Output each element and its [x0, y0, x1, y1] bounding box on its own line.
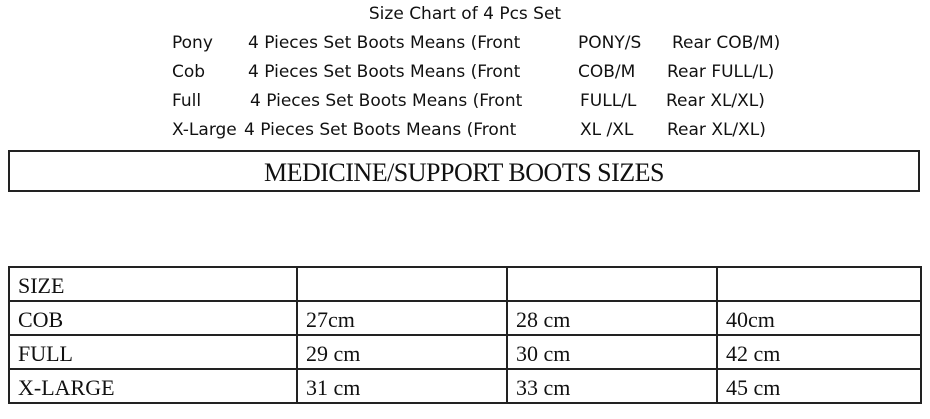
size-cell: COB — [8, 300, 298, 336]
value-cell: 28 cm — [506, 300, 718, 336]
value-cell: 45 cm — [716, 368, 922, 404]
size-front: PONY/S — [578, 33, 642, 53]
table-row: X-LARGE 31 cm 33 cm 45 cm — [8, 368, 922, 404]
value-cell: 33 cm — [506, 368, 718, 404]
size-chart-title: Size Chart of 4 Pcs Set — [368, 4, 562, 24]
header-cell — [716, 266, 922, 302]
boots-size-table: SIZE COB 27cm 28 cm 40cm FULL 29 cm 30 c… — [8, 266, 922, 404]
table-header-row: SIZE — [8, 266, 922, 302]
value-cell: 40cm — [716, 300, 922, 336]
size-name: Cob — [172, 62, 206, 82]
size-rear: Rear FULL/L) — [667, 62, 775, 82]
table-row: COB 27cm 28 cm 40cm — [8, 300, 922, 336]
size-desc: 4 Pieces Set Boots Means (Front — [250, 91, 523, 111]
value-cell: 27cm — [296, 300, 508, 336]
table-row: FULL 29 cm 30 cm 42 cm — [8, 334, 922, 370]
size-front: FULL/L — [580, 91, 637, 111]
size-name: Pony — [172, 33, 213, 53]
size-rear: Rear COB/M) — [672, 33, 781, 53]
size-front: XL /XL — [580, 120, 634, 140]
size-desc: 4 Pieces Set Boots Means (Front — [248, 62, 521, 82]
value-cell: 30 cm — [506, 334, 718, 370]
size-desc: 4 Pieces Set Boots Means (Front — [248, 33, 521, 53]
value-cell: 42 cm — [716, 334, 922, 370]
size-cell: FULL — [8, 334, 298, 370]
value-cell: 29 cm — [296, 334, 508, 370]
size-desc: 4 Pieces Set Boots Means (Front — [244, 120, 517, 140]
header-cell — [506, 266, 718, 302]
size-rear: Rear XL/XL) — [666, 91, 765, 111]
size-rear: Rear XL/XL) — [667, 120, 766, 140]
value-cell: 31 cm — [296, 368, 508, 404]
header-cell: SIZE — [8, 266, 298, 302]
size-name: X-Large — [172, 120, 237, 140]
boots-sizes-banner: MEDICINE/SUPPORT BOOTS SIZES — [8, 150, 920, 192]
size-name: Full — [172, 91, 202, 111]
header-cell — [296, 266, 508, 302]
size-cell: X-LARGE — [8, 368, 298, 404]
size-front: COB/M — [578, 62, 636, 82]
